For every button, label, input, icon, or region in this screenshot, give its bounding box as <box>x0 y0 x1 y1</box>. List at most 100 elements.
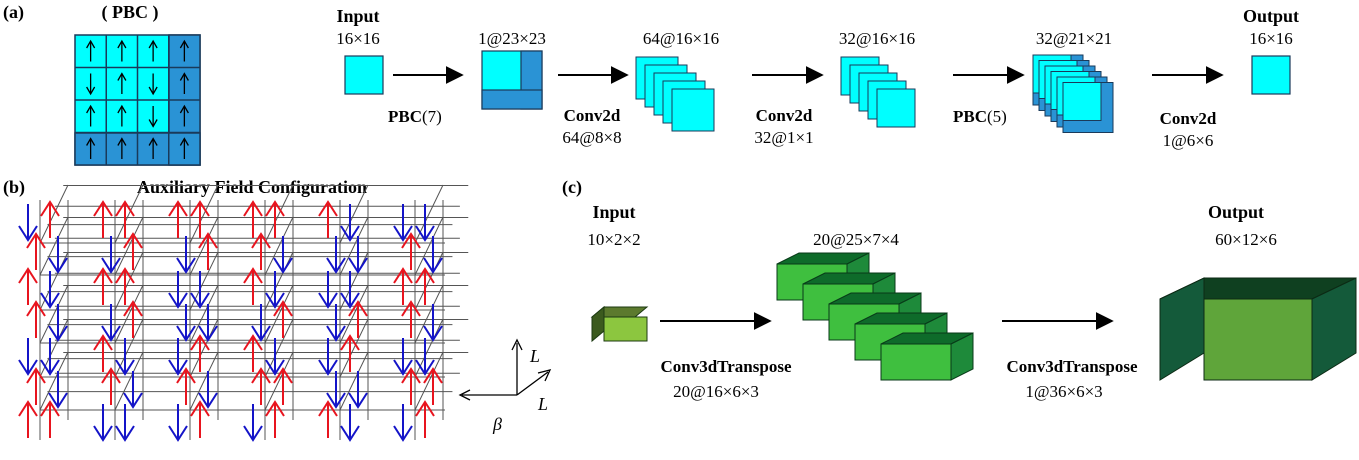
op4-label: PBC(5) <box>953 107 1007 126</box>
up-arrow-icon <box>86 137 96 159</box>
spin-down-icon <box>318 338 338 376</box>
spin-up-icon <box>190 334 210 372</box>
spin-head <box>48 325 68 342</box>
stage1-padded-map <box>481 50 543 110</box>
spin-head <box>18 400 38 417</box>
spin-head <box>318 359 338 376</box>
lattice-depth-line <box>189 351 219 411</box>
op5-param: 1@6×6 <box>1163 131 1214 150</box>
spin-head <box>251 367 271 384</box>
arrow-head <box>179 137 189 146</box>
spin-head <box>393 425 413 442</box>
spin-down-icon <box>340 404 360 442</box>
pbc-lattice <box>74 34 201 166</box>
stage1-size: 1@23×23 <box>478 29 546 48</box>
down-arrow-icon <box>86 73 96 96</box>
spin-head <box>243 200 263 217</box>
spin-down-icon <box>48 371 68 409</box>
c-map-side <box>950 332 974 381</box>
lattice-depth-line <box>39 284 69 344</box>
spin-up-icon <box>176 367 196 405</box>
output-size: 16×16 <box>1249 29 1293 48</box>
spin-up-icon <box>273 300 293 338</box>
down-arrow-icon <box>148 106 158 128</box>
spin-up-icon <box>40 400 60 438</box>
spin-head <box>168 359 188 376</box>
axis-beta-label: β <box>492 414 502 434</box>
arrow-head <box>86 86 96 96</box>
output-map <box>1251 55 1291 95</box>
spin-down-icon <box>168 271 188 309</box>
op3-name: Conv2d <box>756 106 813 125</box>
spin-up-icon <box>401 232 421 270</box>
spin-down-icon <box>18 338 38 376</box>
spin-up-icon <box>123 300 143 338</box>
arrow-head <box>117 137 127 146</box>
lattice-depth-line <box>264 351 294 411</box>
lattice-depth-line <box>264 216 294 276</box>
axis-L-vertical-head <box>511 338 523 351</box>
up-arrow-icon <box>86 39 96 62</box>
c-output-size: 60×12×6 <box>1215 230 1277 249</box>
spin-down-icon <box>265 271 285 309</box>
lattice-depth-line <box>114 284 144 344</box>
spin-head <box>265 359 285 376</box>
axis-beta-head <box>458 389 471 401</box>
spin-down-icon <box>340 204 360 242</box>
spin-up-icon <box>93 267 113 305</box>
spin-up-icon <box>198 232 218 270</box>
spin-head <box>326 392 346 409</box>
spin-head <box>423 257 443 274</box>
panel-b: (b) Auxiliary Field Configuration L L β <box>3 177 552 442</box>
axis-L-up-label: L <box>529 346 540 366</box>
spin-head <box>265 400 285 417</box>
lattice-depth-line <box>414 351 444 411</box>
output-title: Output <box>1243 6 1299 26</box>
op1-rest: (7) <box>422 107 442 126</box>
stage4-stack <box>1032 54 1114 133</box>
spin-down-icon <box>168 404 188 442</box>
spin-down-icon <box>326 371 346 409</box>
lattice-depth-line <box>414 251 444 311</box>
stage3-stack <box>840 56 916 128</box>
axis-L-diag-label: L <box>537 394 548 414</box>
spin-head <box>243 425 263 442</box>
spin-up-icon <box>123 232 143 270</box>
spin-head <box>26 300 46 317</box>
up-arrow-icon <box>148 39 158 62</box>
spin-down-icon <box>243 404 263 442</box>
down-arrow-icon <box>148 73 158 96</box>
spin-head <box>101 257 121 274</box>
spin-up-icon <box>415 400 435 438</box>
lattice-grid-lines <box>75 35 200 165</box>
spin-up-icon <box>265 400 285 438</box>
lattice-3d-grid <box>39 184 469 440</box>
stage2-stack <box>635 56 715 132</box>
up-arrow-icon <box>117 104 127 127</box>
spin-head <box>190 334 210 351</box>
spin-up-icon <box>243 200 263 238</box>
feature-map <box>1062 82 1102 121</box>
spin-down-icon <box>123 371 143 409</box>
spin-down-icon <box>168 338 188 376</box>
spin-up-icon <box>190 200 210 238</box>
spin-up-icon <box>26 300 46 338</box>
spin-head <box>243 267 263 284</box>
panel-c: (c) Input 10×2×2 Conv3dTranspose 20@16×6… <box>562 177 1357 401</box>
spin-head <box>273 300 293 317</box>
spin-head <box>415 359 435 376</box>
panel-c-label: (c) <box>562 177 582 198</box>
panel-a-label: (a) <box>3 2 24 23</box>
spin-head <box>123 232 143 249</box>
spin-down-icon <box>115 404 135 442</box>
spin-up-icon <box>401 300 421 338</box>
spin-down-icon <box>48 236 68 274</box>
spin-up-icon <box>26 367 46 405</box>
spin-head <box>93 425 113 442</box>
c-output-front <box>1203 298 1313 381</box>
arrow-head <box>179 104 189 114</box>
spin-down-icon <box>176 304 196 342</box>
spin-up-icon <box>340 334 360 372</box>
c-op1-name: Conv3dTranspose <box>661 357 792 376</box>
arrow-head <box>86 104 96 114</box>
